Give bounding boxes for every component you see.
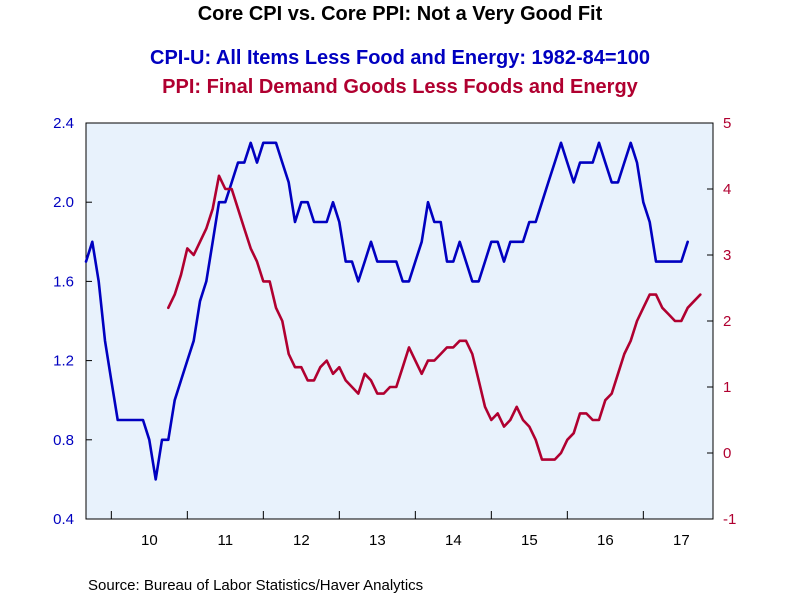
x-tick-label: 12 — [293, 532, 310, 549]
left-tick-label: 1.2 — [53, 353, 74, 370]
right-tick-label: 3 — [723, 247, 731, 264]
legend-cpi: CPI-U: All Items Less Food and Energy: 1… — [150, 47, 650, 69]
right-tick-label: 2 — [723, 313, 731, 330]
right-tick-label: 4 — [723, 181, 731, 198]
cpi-series-line — [84, 141, 690, 481]
x-tick-label: 15 — [521, 532, 538, 549]
x-tick-label: 17 — [673, 532, 690, 549]
chart-title: Core CPI vs. Core PPI: Not a Very Good F… — [197, 3, 603, 25]
x-tick-label: 10 — [141, 532, 158, 549]
right-tick-label: 0 — [723, 445, 731, 462]
left-tick-label: 2.0 — [53, 194, 74, 211]
ppi-series-line — [167, 174, 702, 461]
legend-ppi: PPI: Final Demand Goods Less Foods and E… — [162, 76, 638, 98]
left-tick-label: 2.4 — [53, 115, 74, 132]
x-tick-label: 14 — [445, 532, 462, 549]
source-note: Source: Bureau of Labor Statistics/Haver… — [88, 577, 424, 594]
right-tick-label: 5 — [723, 115, 731, 132]
plot-area — [85, 122, 714, 520]
x-tick-label: 11 — [218, 532, 234, 549]
x-tick-label: 13 — [369, 532, 386, 549]
right-tick-label: 1 — [723, 379, 731, 396]
left-tick-label: 0.8 — [53, 432, 74, 449]
left-tick-label: 1.6 — [53, 273, 74, 290]
left-tick-label: 0.4 — [53, 511, 74, 528]
x-tick-label: 16 — [597, 532, 614, 549]
right-tick-label: -1 — [723, 511, 736, 528]
